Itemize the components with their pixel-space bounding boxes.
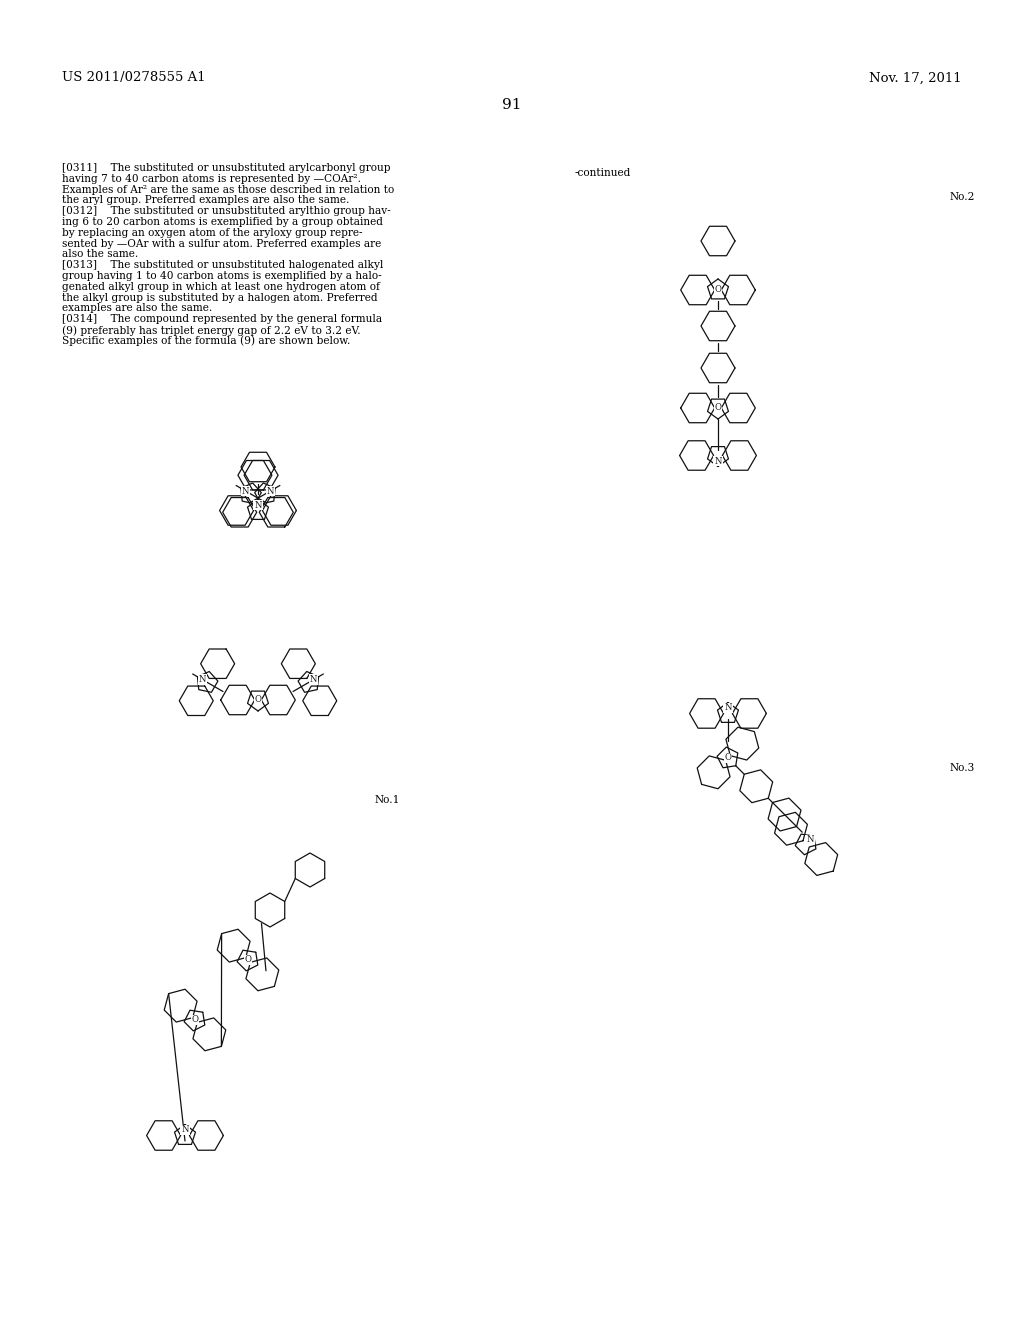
Text: [0313]    The substituted or unsubstituted halogenated alkyl: [0313] The substituted or unsubstituted … [62,260,383,271]
Text: N: N [199,675,206,684]
Text: O: O [715,404,722,412]
Text: O: O [245,956,252,965]
Text: N: N [715,457,722,466]
Text: the alkyl group is substituted by a halogen atom. Preferred: the alkyl group is substituted by a halo… [62,293,378,302]
Text: having 7 to 40 carbon atoms is represented by —COAr².: having 7 to 40 carbon atoms is represent… [62,174,361,183]
Text: N: N [266,487,274,495]
Text: also the same.: also the same. [62,249,138,260]
Text: group having 1 to 40 carbon atoms is exemplified by a halo-: group having 1 to 40 carbon atoms is exe… [62,271,382,281]
Text: genated alkyl group in which at least one hydrogen atom of: genated alkyl group in which at least on… [62,281,380,292]
Text: [0311]    The substituted or unsubstituted arylcarbonyl group: [0311] The substituted or unsubstituted … [62,162,390,173]
Text: N: N [254,500,262,510]
Text: No.3: No.3 [950,763,975,774]
Text: O: O [715,285,722,294]
Text: -continued: -continued [575,168,632,178]
Text: Examples of Ar² are the same as those described in relation to: Examples of Ar² are the same as those de… [62,185,394,194]
Text: N: N [806,836,814,845]
Text: Nov. 17, 2011: Nov. 17, 2011 [869,71,962,84]
Text: [0312]    The substituted or unsubstituted arylthio group hav-: [0312] The substituted or unsubstituted … [62,206,390,216]
Text: No.1: No.1 [375,795,400,805]
Text: the aryl group. Preferred examples are also the same.: the aryl group. Preferred examples are a… [62,195,349,206]
Text: N: N [242,487,250,495]
Text: N: N [724,704,732,713]
Text: sented by —OAr with a sulfur atom. Preferred examples are: sented by —OAr with a sulfur atom. Prefe… [62,239,381,248]
Text: O: O [724,754,731,763]
Text: [0314]    The compound represented by the general formula: [0314] The compound represented by the g… [62,314,382,325]
Text: O: O [191,1015,199,1024]
Text: US 2011/0278555 A1: US 2011/0278555 A1 [62,71,206,84]
Text: No.2: No.2 [950,191,976,202]
Text: O: O [255,696,261,705]
Text: N: N [181,1126,188,1134]
Text: Specific examples of the formula (9) are shown below.: Specific examples of the formula (9) are… [62,335,350,346]
Text: 91: 91 [502,98,522,112]
Text: ing 6 to 20 carbon atoms is exemplified by a group obtained: ing 6 to 20 carbon atoms is exemplified … [62,216,383,227]
Text: (9) preferably has triplet energy gap of 2.2 eV to 3.2 eV.: (9) preferably has triplet energy gap of… [62,325,360,335]
Text: examples are also the same.: examples are also the same. [62,304,212,313]
Text: N: N [310,675,317,684]
Text: by replacing an oxygen atom of the aryloxy group repre-: by replacing an oxygen atom of the arylo… [62,228,362,238]
